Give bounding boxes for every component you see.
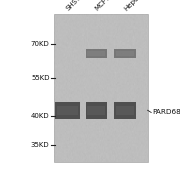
Bar (116, 106, 134, 114)
Bar (114, 50, 136, 58)
Text: PARD68: PARD68 (152, 109, 180, 116)
Text: HepG2: HepG2 (123, 0, 144, 12)
Bar (114, 102, 136, 119)
Bar (86, 102, 107, 119)
Text: MCF7: MCF7 (94, 0, 112, 12)
Text: 35KD: 35KD (31, 142, 50, 148)
Text: 70KD: 70KD (31, 41, 50, 47)
Bar (87, 51, 105, 56)
Text: SHSY5Y: SHSY5Y (65, 0, 88, 12)
Bar (86, 50, 107, 58)
Bar (54, 14, 148, 162)
Bar (55, 102, 80, 119)
Text: 40KD: 40KD (31, 113, 50, 119)
Bar (87, 106, 105, 114)
Bar (116, 51, 134, 56)
Text: 55KD: 55KD (31, 75, 50, 81)
Bar (57, 106, 78, 114)
